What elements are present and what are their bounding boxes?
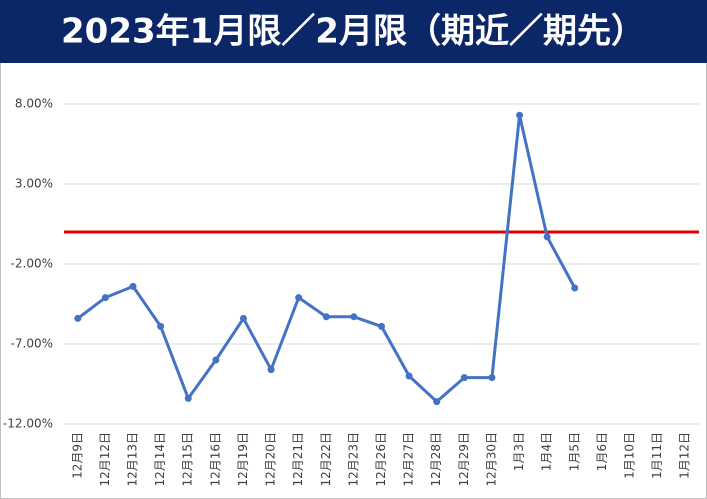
x-tick-label: 12月13日 <box>126 432 140 487</box>
y-tick-label: -7.00% <box>11 337 53 351</box>
x-tick-label: 1月10日 <box>622 432 636 479</box>
data-point <box>460 374 468 382</box>
x-tick-label: 12月9日 <box>70 432 84 479</box>
x-tick-label: 1月4日 <box>540 432 554 471</box>
x-tick-label: 12月26日 <box>374 432 388 487</box>
y-tick-label: 3.00% <box>15 177 53 191</box>
x-tick-label: 12月30日 <box>484 432 498 487</box>
x-tick-label: 12月23日 <box>346 432 360 487</box>
x-tick-label: 12月20日 <box>264 432 278 487</box>
x-tick-label: 12月22日 <box>319 432 333 487</box>
y-tick-label: -12.00% <box>3 417 53 431</box>
data-point <box>378 322 385 330</box>
data-point <box>184 394 192 402</box>
x-tick-label: 1月6日 <box>595 432 609 471</box>
data-point <box>488 374 496 382</box>
data-point <box>405 372 413 380</box>
x-tick-label: 1月11日 <box>650 432 664 479</box>
data-point <box>74 314 82 322</box>
data-point <box>433 398 441 406</box>
data-point <box>157 322 165 330</box>
data-point <box>295 294 303 302</box>
data-point <box>543 233 551 241</box>
data-point <box>101 294 109 302</box>
data-point <box>322 313 330 321</box>
y-tick-label: -2.00% <box>11 257 53 271</box>
data-point <box>239 314 247 322</box>
data-point <box>212 356 220 364</box>
x-tick-label: 12月19日 <box>236 432 250 487</box>
x-tick-label: 12月27日 <box>402 432 416 487</box>
x-tick-label: 1月3日 <box>512 432 526 471</box>
x-tick-label: 12月14日 <box>153 432 167 487</box>
y-tick-label: 8.00% <box>15 97 53 111</box>
x-tick-label: 1月12日 <box>678 432 692 479</box>
x-tick-label: 1月5日 <box>567 432 581 471</box>
x-tick-label: 12月28日 <box>429 432 443 487</box>
data-point <box>516 111 524 119</box>
data-point <box>571 284 579 292</box>
chart-title: 2023年1月限／2月限（期近／期先） <box>61 12 645 52</box>
data-point <box>267 366 275 374</box>
x-tick-label: 12月29日 <box>457 432 471 487</box>
data-point <box>129 282 137 290</box>
x-tick-label: 12月21日 <box>291 432 305 487</box>
x-tick-label: 12月15日 <box>181 432 195 487</box>
x-tick-label: 12月16日 <box>208 432 222 487</box>
x-tick-label: 12月12日 <box>98 432 112 487</box>
data-point <box>350 313 358 321</box>
header <box>0 0 707 63</box>
